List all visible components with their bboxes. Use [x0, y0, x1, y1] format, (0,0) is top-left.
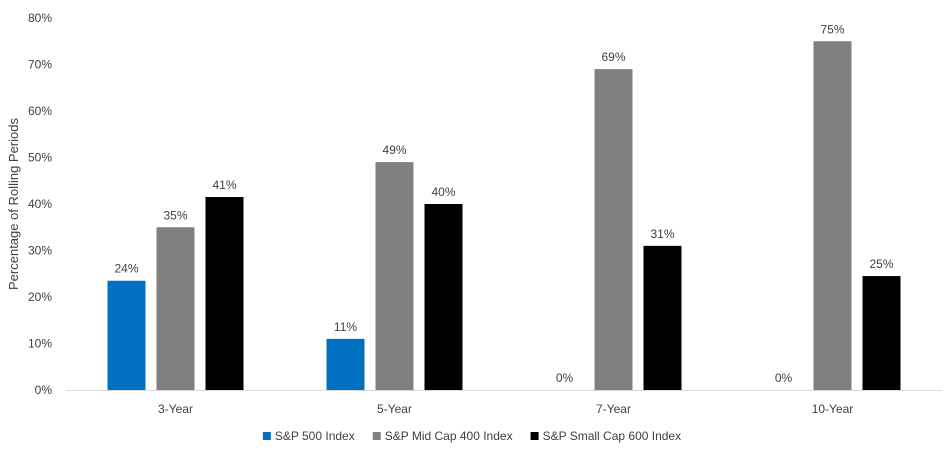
legend-swatch [530, 432, 539, 440]
bar [205, 197, 244, 390]
legend-label: S&P Mid Cap 400 Index [385, 429, 513, 443]
bar [643, 245, 682, 390]
y-tick-label: 40% [28, 197, 52, 211]
bar [813, 41, 852, 390]
bar [594, 69, 633, 391]
y-tick-label: 10% [28, 337, 52, 351]
bar-data-label: 69% [601, 50, 625, 64]
legend-swatch [372, 432, 381, 440]
y-tick-label: 80% [28, 11, 52, 25]
x-tick-label: 7-Year [596, 402, 631, 416]
legend-item: S&P 500 Index [262, 429, 355, 443]
legend-item: S&P Mid Cap 400 Index [372, 429, 513, 443]
x-tick-label: 10-Year [812, 402, 854, 416]
bar-data-label: 25% [869, 257, 893, 271]
bar-data-label: 75% [820, 22, 844, 36]
legend-label: S&P Small Cap 600 Index [543, 429, 682, 443]
x-tick-label: 5-Year [377, 402, 412, 416]
bar [424, 204, 463, 390]
bar [862, 276, 901, 390]
legend: S&P 500 Index S&P Mid Cap 400 Index S&P Sm… [262, 429, 682, 443]
bar-data-label: 31% [650, 227, 674, 241]
bar-data-label: 35% [163, 208, 187, 222]
x-tick-label: 3-Year [158, 402, 193, 416]
y-tick-label: 50% [28, 151, 52, 165]
bar [156, 227, 195, 390]
bar [326, 338, 365, 390]
y-tick-label: 60% [28, 104, 52, 118]
bar [107, 280, 146, 390]
y-axis-ticks: 0% 10% 20% 30% 40% 50% 60% 70% 80% [28, 11, 52, 397]
bar-data-label: 49% [382, 143, 406, 157]
y-tick-label: 20% [28, 290, 52, 304]
x-axis-ticks: 3-Year 5-Year 7-Year 10-Year [158, 402, 853, 416]
bar-data-label: 0% [556, 371, 574, 385]
bar [375, 162, 414, 390]
data-labels: 24% 35% 41% 11% 49% 40% 0% 69% 31% 0% 75% 25% [114, 22, 893, 385]
y-axis-title: Percentage of Rolling Periods [6, 118, 21, 290]
y-tick-label: 30% [28, 244, 52, 258]
bar-data-label: 0% [775, 371, 793, 385]
bar-data-label: 11% [334, 320, 357, 334]
y-tick-label: 70% [28, 58, 52, 72]
bars [107, 41, 901, 391]
legend-swatch [262, 432, 271, 440]
bar-data-label: 41% [212, 178, 236, 192]
bar-data-label: 40% [431, 185, 455, 199]
bar-data-label: 24% [114, 262, 138, 276]
legend-item: S&P Small Cap 600 Index [530, 429, 682, 443]
legend-label: S&P 500 Index [275, 429, 355, 443]
y-tick-label: 0% [35, 383, 53, 397]
